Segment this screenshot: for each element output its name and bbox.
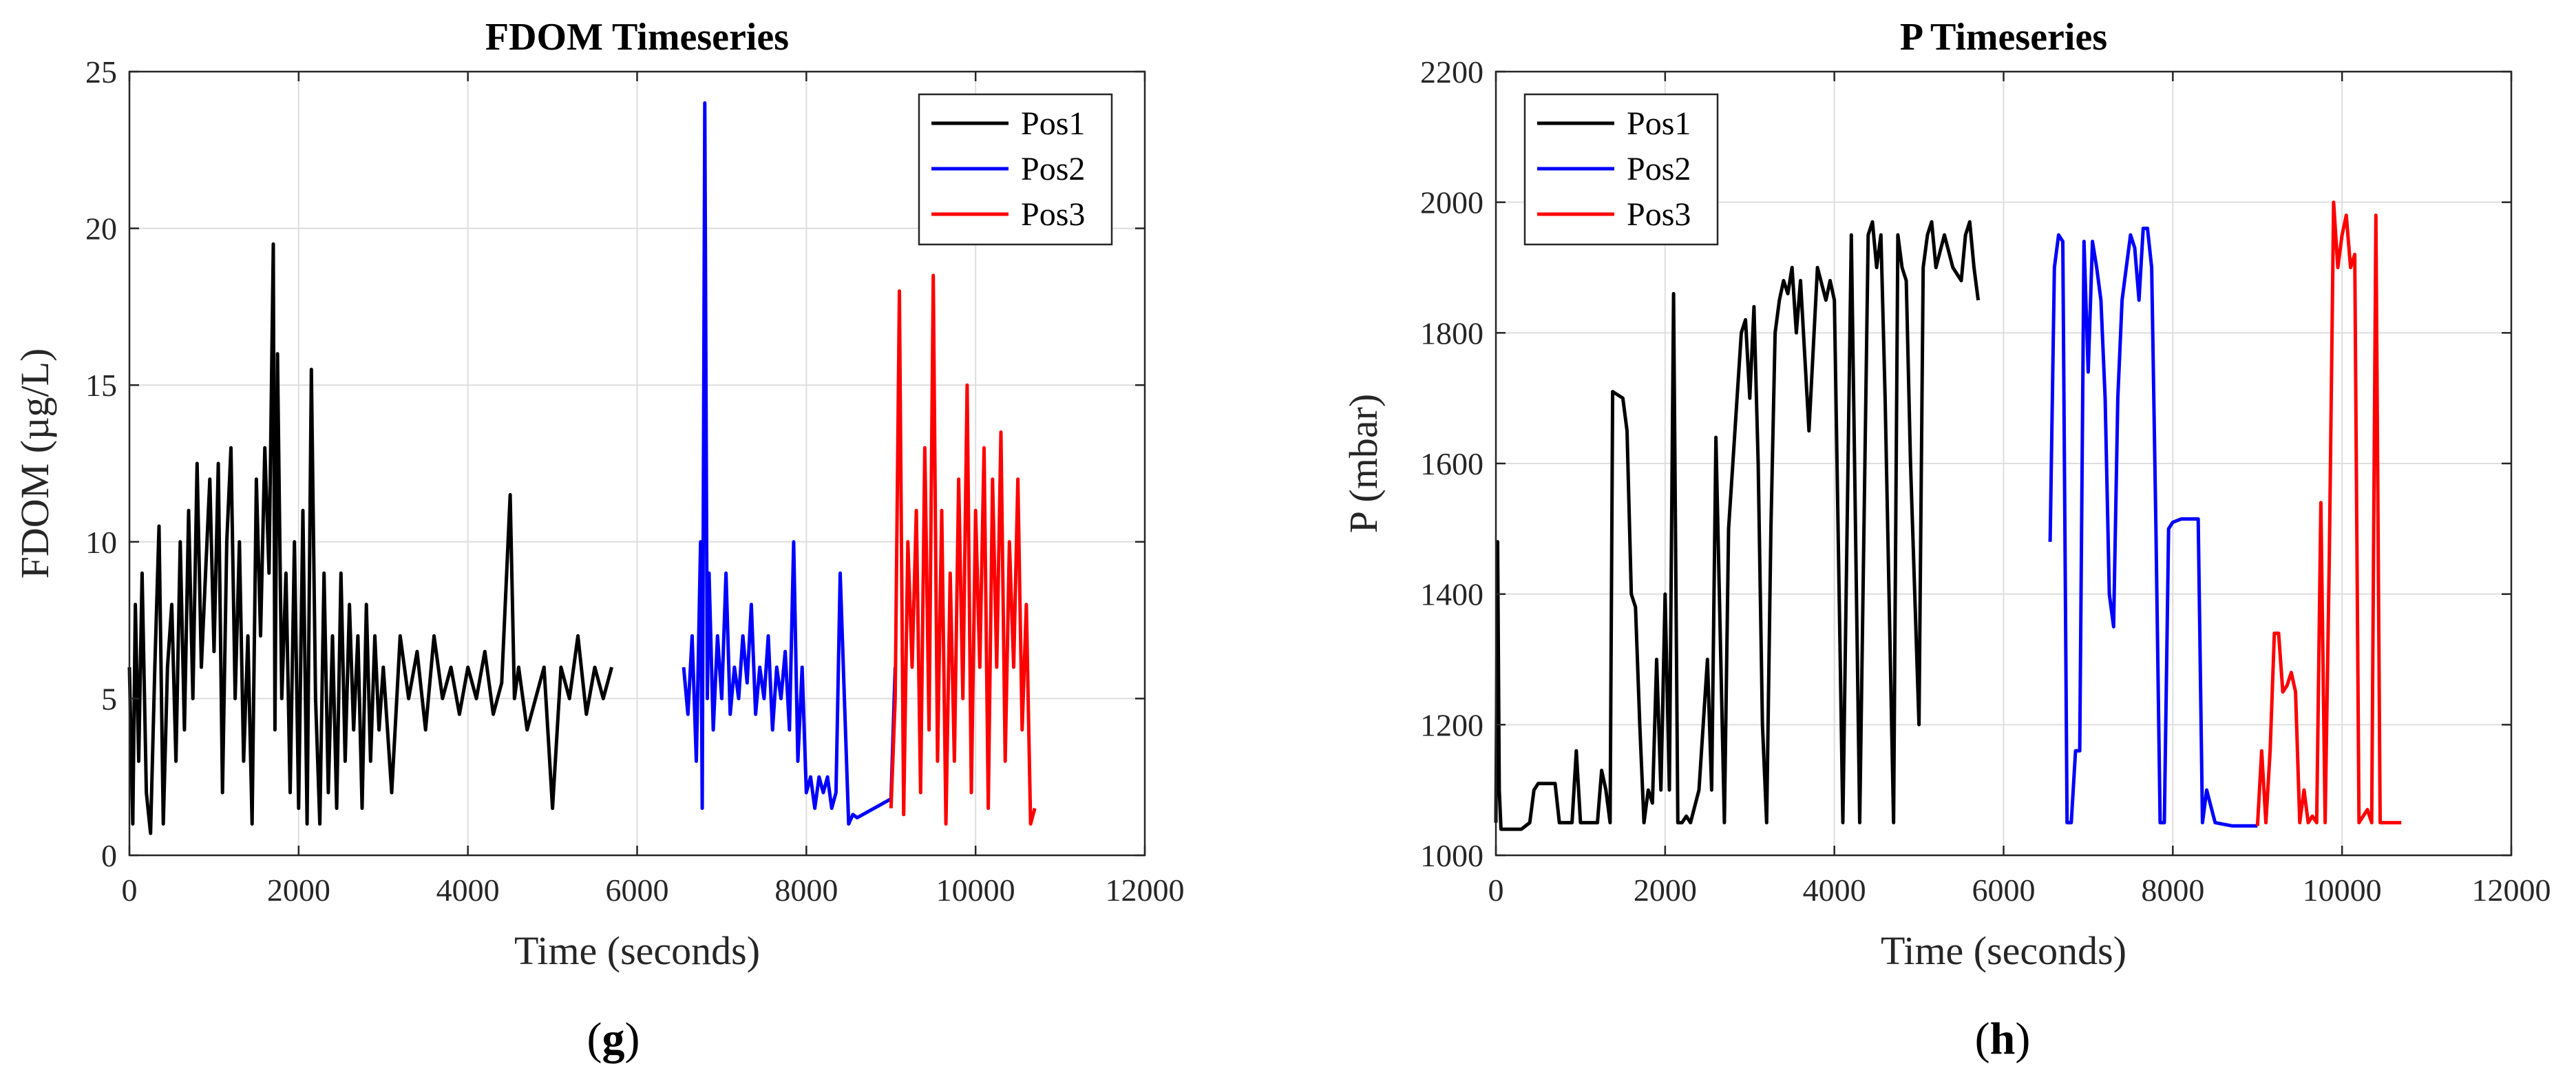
legend-label-pos1: Pos1 <box>1627 105 1691 142</box>
x-tick-label: 10000 <box>2303 873 2382 908</box>
y-tick-label: 1000 <box>1420 838 1484 873</box>
legend-label-pos2: Pos2 <box>1627 151 1691 187</box>
x-axis-label: Time (seconds) <box>1881 928 2126 973</box>
chart-panel-0: 0 2000 4000 6000 8000 10000 12000 0 5 10 15 20 25 FDO… <box>12 16 1185 1064</box>
x-tick-label: 4000 <box>436 873 500 908</box>
x-tick-label: 0 <box>122 873 138 908</box>
panel-label: (h) <box>1975 1014 2031 1064</box>
y-axis-label: FDOM (µg/L) <box>12 348 57 579</box>
x-tick-label: 12000 <box>1106 873 1185 908</box>
chart-panel-1: 0 2000 4000 6000 8000 10000 12000 1000 1200 1400 1… <box>1341 16 2551 1064</box>
chart-title: FDOM Timeseries <box>485 16 789 59</box>
x-tick-label: 2000 <box>1634 873 1697 908</box>
legend-label-pos3: Pos3 <box>1021 196 1085 233</box>
x-axis-label: Time (seconds) <box>514 928 760 973</box>
x-tick-label: 0 <box>1488 873 1504 908</box>
y-tick-label: 20 <box>85 211 117 247</box>
legend-label-pos3: Pos3 <box>1627 196 1691 233</box>
y-tick-label: 0 <box>101 838 117 873</box>
legend-label-pos1: Pos1 <box>1021 105 1085 142</box>
y-tick-label: 1600 <box>1420 446 1484 481</box>
series-line-pos2 <box>682 101 897 826</box>
x-tick-label: 4000 <box>1803 873 1866 908</box>
x-tick-label: 8000 <box>774 873 838 908</box>
y-axis-label: P (mbar) <box>1341 394 1386 533</box>
x-tick-label: 6000 <box>1972 873 2036 908</box>
y-tick-label: 25 <box>85 54 117 90</box>
y-tick-label: 2200 <box>1420 54 1484 90</box>
legend-label-pos2: Pos2 <box>1021 151 1085 187</box>
y-tick-label: 1800 <box>1420 315 1484 351</box>
y-tick-label: 1400 <box>1420 577 1484 612</box>
y-tick-label: 5 <box>101 681 117 716</box>
y-tick-label: 1200 <box>1420 707 1484 742</box>
series-line-pos2 <box>2048 227 2258 828</box>
x-tick-label: 6000 <box>606 873 669 908</box>
y-tick-label: 10 <box>85 525 117 560</box>
series-line-pos1 <box>127 242 614 835</box>
y-tick-label: 15 <box>85 368 117 403</box>
series-line-pos3 <box>2255 200 2402 826</box>
x-tick-label: 2000 <box>267 873 330 908</box>
x-tick-label: 12000 <box>2472 873 2551 908</box>
x-tick-label: 10000 <box>936 873 1015 908</box>
series-line-pos3 <box>889 273 1037 826</box>
series-line-pos1 <box>1494 220 1981 831</box>
panel-label: (g) <box>587 1014 640 1064</box>
x-tick-label: 8000 <box>2141 873 2204 908</box>
chart-title: P Timeseries <box>1900 16 2107 59</box>
y-tick-label: 2000 <box>1420 185 1484 220</box>
